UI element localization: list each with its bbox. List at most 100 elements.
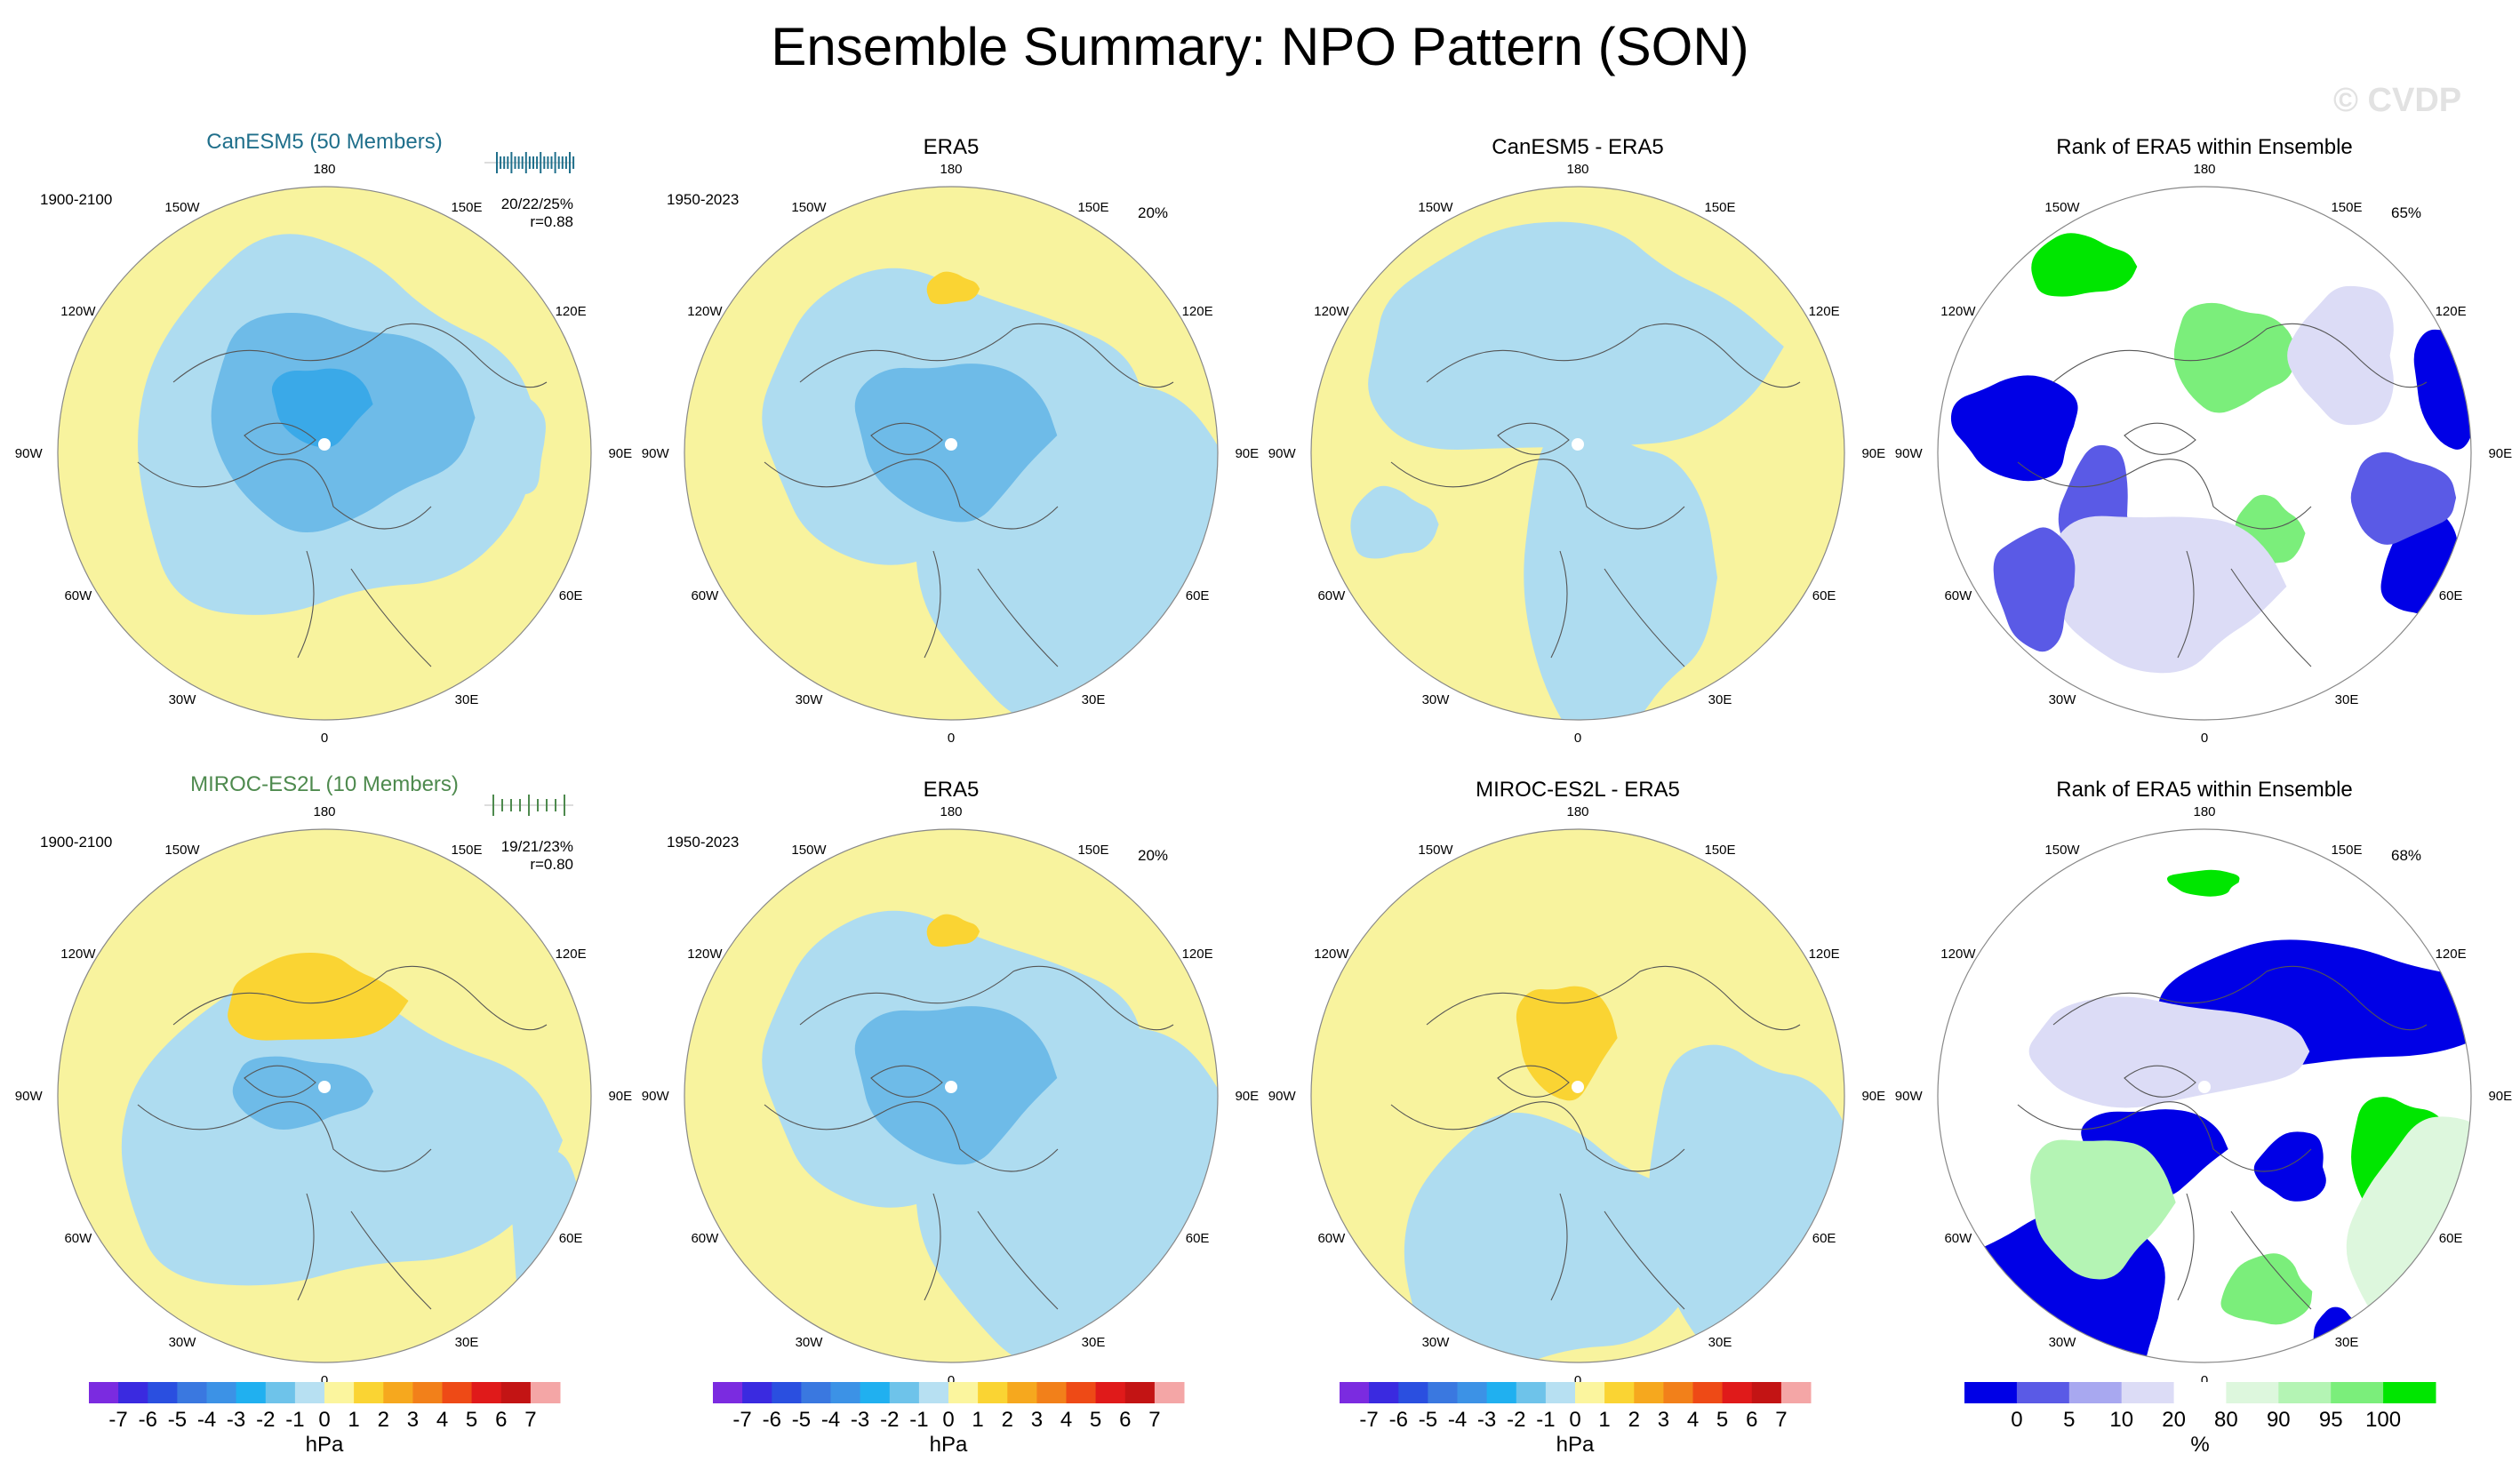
colorbar-swatch bbox=[148, 1382, 178, 1403]
longitude-label: 90E bbox=[608, 446, 632, 461]
colorbar-swatch bbox=[1154, 1382, 1185, 1403]
colorbar-swatch bbox=[830, 1382, 861, 1403]
colorbar-tick-label: 95 bbox=[2319, 1408, 2343, 1432]
colorbar-tick-label: -5 bbox=[168, 1408, 187, 1432]
longitude-label: 120W bbox=[687, 304, 723, 319]
colorbar-swatch bbox=[1516, 1382, 1547, 1403]
colorbar-tick-label: 5 bbox=[1716, 1408, 1728, 1432]
map-border bbox=[684, 828, 1219, 1363]
colorbar-tick-label: 5 bbox=[2063, 1408, 2075, 1432]
period-label: 1900-2100 bbox=[40, 191, 113, 208]
colorbar-tick-label: -3 bbox=[851, 1408, 869, 1432]
anomaly-region bbox=[232, 1056, 374, 1130]
longitude-label: 30E bbox=[455, 692, 479, 707]
colorbar-swatch bbox=[772, 1382, 802, 1403]
rank-region bbox=[2050, 515, 2287, 674]
colorbar-swatch bbox=[1575, 1382, 1605, 1403]
anomaly-region bbox=[228, 952, 409, 1041]
colorbar-swatch bbox=[89, 1382, 119, 1403]
panel-miroc-minus-era5: MIROC-ES2L - ERA5 180 150E 120E 90E 60E 30E 0 30… bbox=[1267, 731, 1889, 1442]
colorbar-swatch bbox=[2383, 1382, 2436, 1403]
longitude-label: 120E bbox=[1809, 947, 1840, 962]
longitude-label: 90E bbox=[608, 1089, 632, 1104]
colorbar-tick-label: 0 bbox=[2011, 1408, 2022, 1432]
longitude-label: 90W bbox=[1268, 1089, 1297, 1104]
longitude-label: 150W bbox=[791, 843, 827, 858]
longitude-label: 60E bbox=[1186, 1231, 1210, 1246]
colorbar-tick-label: 5 bbox=[1090, 1408, 1101, 1432]
longitude-label: 60W bbox=[1944, 588, 1972, 603]
longitude-label: 30E bbox=[455, 1335, 479, 1350]
colorbar-swatch bbox=[2331, 1382, 2384, 1403]
pole-marker bbox=[1572, 1081, 1584, 1093]
longitude-label: 60W bbox=[1317, 1231, 1346, 1246]
longitude-label: 90W bbox=[1895, 446, 1924, 461]
longitude-label: 60W bbox=[691, 588, 719, 603]
colorbar-tick-label: -4 bbox=[197, 1408, 216, 1432]
colorbar-tick-label: -1 bbox=[285, 1408, 304, 1432]
colorbar-svg: 0 5 10 20 80 90 95 100% bbox=[1964, 1382, 2436, 1457]
panel-canesm5: CanESM5 (50 Members) 1900-2100 20/22/25% r=… bbox=[13, 89, 636, 800]
colorbar-swatch bbox=[354, 1382, 384, 1403]
colorbar-tick-label: 3 bbox=[1658, 1408, 1669, 1432]
colorbar-swatch bbox=[801, 1382, 831, 1403]
colorbar-tick-label: 4 bbox=[1060, 1408, 1072, 1432]
colorbar-tick-label: -2 bbox=[256, 1408, 275, 1432]
colorbar-swatch bbox=[2121, 1382, 2175, 1403]
colorbar-swatch bbox=[860, 1382, 891, 1403]
colorbar-swatch bbox=[1457, 1382, 1488, 1403]
cvdp-watermark: © CVDP bbox=[2333, 82, 2462, 119]
polar-map: 180 150E 120E 90E 60E 30E 0 30W 60W 90W 120W 150W bbox=[1268, 162, 1885, 746]
colorbar-tick-label: -6 bbox=[139, 1408, 157, 1432]
colorbar-swatch bbox=[1692, 1382, 1724, 1403]
colorbar-swatch bbox=[412, 1382, 443, 1403]
longitude-label: 120W bbox=[1940, 304, 1976, 319]
longitude-label: 120W bbox=[1940, 947, 1976, 962]
colorbar-tick-label: 1 bbox=[972, 1408, 983, 1432]
coastlines bbox=[137, 323, 548, 667]
colorbar-swatch bbox=[918, 1382, 949, 1403]
panel-rank-bottom: Rank of ERA5 within Ensemble 68% 180 150E 12… bbox=[1893, 731, 2516, 1442]
map-border bbox=[684, 186, 1219, 721]
longitude-label: 30W bbox=[796, 692, 824, 707]
colorbar-swatch bbox=[1095, 1382, 1126, 1403]
colorbar-swatch bbox=[442, 1382, 473, 1403]
colorbar-tick-label: 80 bbox=[2214, 1408, 2238, 1432]
panel-canesm5-minus-era5: CanESM5 - ERA5 180 150E 120E 90E 60E 30E 0 30W 60… bbox=[1267, 89, 1889, 800]
longitude-label: 0 bbox=[321, 731, 328, 746]
colorbar-swatch bbox=[948, 1382, 979, 1403]
pole-marker bbox=[945, 1081, 957, 1093]
colorbar-swatch bbox=[236, 1382, 267, 1403]
longitude-label: 150E bbox=[451, 843, 482, 858]
colorbar-swatch bbox=[2278, 1382, 2332, 1403]
panel-title: MIROC-ES2L (10 Members) bbox=[190, 772, 459, 796]
map-border bbox=[1937, 186, 2472, 721]
rank-region bbox=[2287, 285, 2394, 426]
longitude-label: 150W bbox=[164, 200, 200, 215]
rank-region bbox=[2028, 996, 2310, 1108]
period-label: 1950-2023 bbox=[667, 834, 740, 851]
anomaly-region bbox=[926, 914, 980, 947]
colorbar-tick-label: -3 bbox=[1477, 1408, 1496, 1432]
colorbar-tick-label: -4 bbox=[821, 1408, 840, 1432]
colorbar-tick-label: 7 bbox=[1148, 1408, 1160, 1432]
colorbar-swatch bbox=[978, 1382, 1008, 1403]
pattern-correlation: r=0.88 bbox=[530, 213, 573, 230]
longitude-label: 150W bbox=[1418, 200, 1453, 215]
colorbar-swatch bbox=[500, 1382, 532, 1403]
longitude-label: 30W bbox=[2049, 1335, 2077, 1350]
colorbar-swatch bbox=[1964, 1382, 2018, 1403]
longitude-label: 30E bbox=[2335, 692, 2359, 707]
colorbar-svg: -7 -6 -5 -4 -3 -2 -1 0 1 2 3 4 5 6 7 hPa bbox=[713, 1382, 1185, 1457]
longitude-label: 30E bbox=[2335, 1335, 2359, 1350]
colorbar-swatch bbox=[471, 1382, 502, 1403]
ensemble-ticks bbox=[484, 795, 573, 816]
colorbar-tick-label: 1 bbox=[1598, 1408, 1610, 1432]
longitude-label: 150E bbox=[2331, 200, 2362, 215]
longitude-label: 0 bbox=[2201, 731, 2208, 746]
longitude-label: 150E bbox=[2331, 843, 2362, 858]
coastlines bbox=[137, 965, 548, 1310]
colorbar-swatch bbox=[1545, 1382, 1576, 1403]
colorbar-swatch bbox=[1722, 1382, 1753, 1403]
anomaly-region bbox=[1524, 419, 1717, 720]
